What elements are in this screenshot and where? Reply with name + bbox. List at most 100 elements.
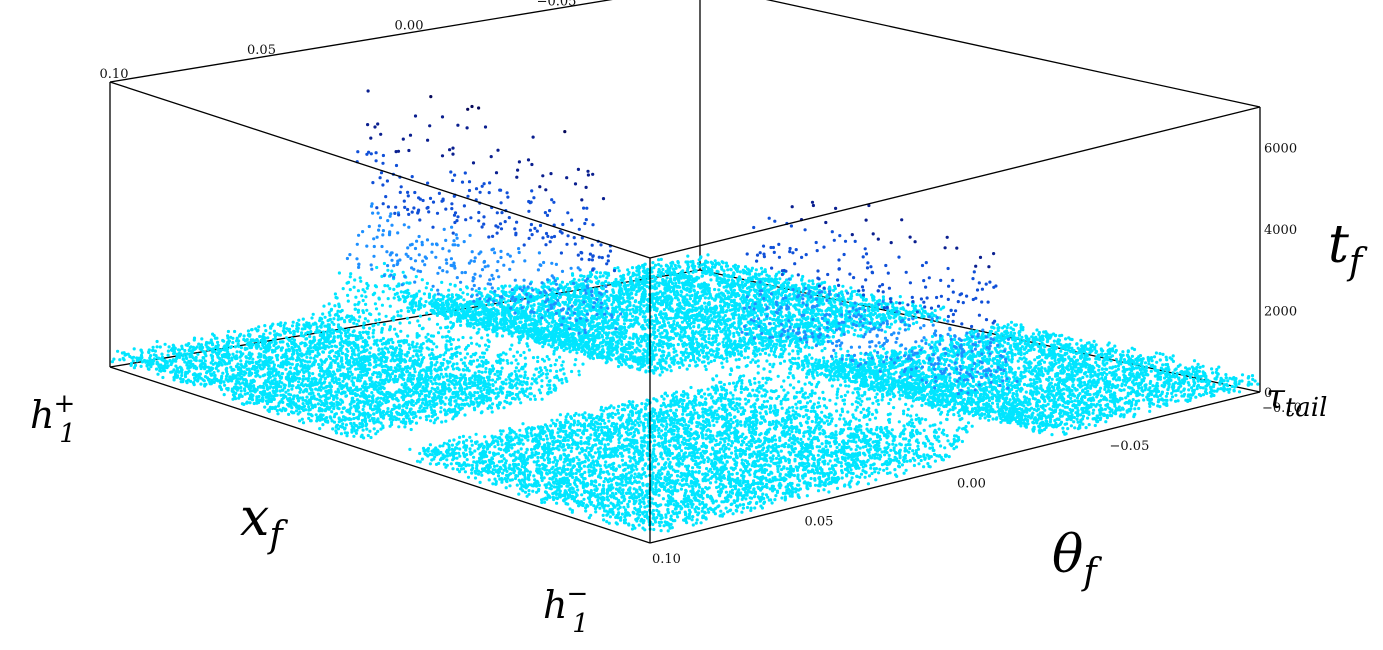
data-point: [369, 435, 373, 440]
data-point: [477, 472, 481, 476]
data-point: [707, 510, 711, 514]
data-point: [895, 474, 899, 478]
data-point: [523, 490, 528, 494]
data-point: [922, 465, 926, 469]
data-point: [745, 447, 749, 451]
data-point: [783, 495, 787, 499]
data-point: [519, 401, 523, 405]
data-point: [376, 429, 380, 433]
data-point: [663, 450, 667, 454]
data-point: [397, 425, 401, 429]
data-point: [470, 443, 474, 447]
data-point: [720, 361, 724, 365]
data-point: [676, 457, 680, 461]
data-point: [586, 436, 591, 440]
data-point: [1023, 414, 1027, 418]
data-point: [528, 470, 532, 474]
data-point: [816, 489, 821, 493]
data-point: [742, 340, 747, 344]
data-point: [536, 455, 540, 460]
data-point: [458, 447, 462, 451]
data-point: [433, 418, 437, 422]
data-point: [301, 421, 306, 425]
data-point: [1092, 408, 1096, 412]
data-point: [712, 437, 716, 441]
data-point: [259, 347, 263, 351]
data-point: [555, 501, 559, 505]
data-point: [529, 447, 534, 452]
data-point: [517, 492, 521, 496]
data-point: [927, 464, 931, 468]
data-point: [345, 434, 349, 438]
data-point: [607, 419, 611, 423]
data-point: [526, 395, 530, 399]
data-point: [1093, 423, 1097, 428]
data-point: [454, 451, 458, 455]
data-point: [500, 480, 504, 484]
data-point: [298, 377, 302, 381]
data-point: [235, 350, 239, 354]
data-point: [634, 419, 638, 423]
data-point: [248, 401, 252, 405]
data-point: [672, 319, 676, 323]
data-point: [632, 304, 636, 308]
data-point: [332, 407, 336, 411]
data-point: [353, 353, 357, 357]
data-point: [199, 366, 203, 371]
data-point: [451, 467, 455, 471]
data-point: [517, 438, 521, 442]
data-point: [1084, 426, 1088, 430]
data-point: [638, 275, 642, 279]
data-point: [1187, 388, 1191, 392]
data-point: [614, 521, 618, 525]
data-point: [777, 454, 781, 458]
data-point: [478, 480, 482, 484]
data-point: [345, 431, 349, 435]
data-point: [544, 434, 549, 438]
data-point: [730, 451, 734, 455]
data-point: [707, 337, 711, 341]
data-point: [263, 405, 267, 409]
data-point: [831, 335, 836, 339]
data-point: [600, 335, 605, 339]
data-point: [740, 458, 744, 462]
data-point: [661, 497, 666, 501]
data-point: [578, 428, 582, 432]
data-point: [1227, 390, 1231, 394]
data-point: [352, 434, 356, 438]
data-point: [474, 471, 478, 475]
data-point: [305, 395, 309, 399]
data-point: [904, 468, 908, 472]
data-point: [540, 326, 544, 330]
data-point: [653, 501, 658, 506]
data-point: [615, 310, 619, 314]
data-point: [705, 467, 709, 471]
data-point: [765, 485, 769, 489]
data-point: [680, 500, 684, 504]
data-point: [781, 443, 786, 447]
data-point: [535, 463, 539, 467]
data-point: [601, 513, 605, 518]
data-point: [749, 506, 753, 510]
data-point: [679, 357, 683, 361]
data-point: [420, 457, 424, 461]
data-point: [671, 510, 675, 514]
data-point: [741, 506, 746, 510]
data-point: [799, 437, 803, 441]
data-point: [922, 361, 926, 365]
data-point: [983, 355, 987, 359]
data-point: [752, 316, 756, 320]
data-point: [1022, 339, 1026, 343]
data-point: [161, 375, 165, 380]
data-point: [1127, 401, 1131, 405]
data-point: [942, 318, 947, 322]
data-point: [533, 397, 537, 401]
data-point: [425, 406, 429, 410]
data-point: [410, 420, 414, 424]
data-point: [1147, 402, 1152, 406]
data-point: [671, 336, 676, 340]
data-point: [525, 305, 530, 309]
data-point: [527, 492, 531, 496]
data-point: [550, 451, 555, 455]
data-point: [1110, 354, 1115, 358]
